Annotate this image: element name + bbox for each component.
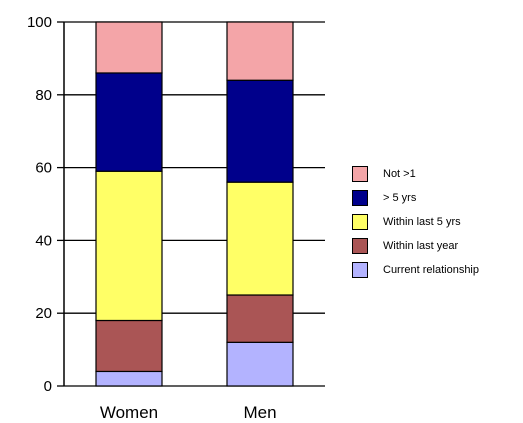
legend-swatch (352, 190, 368, 206)
legend-swatch (352, 262, 368, 278)
y-tick-label: 40 (35, 232, 52, 249)
bar-segment (95, 370, 163, 387)
legend-item: Within last 5 yrs (352, 210, 479, 234)
legend-swatch (352, 166, 368, 182)
legend-item: > 5 yrs (352, 186, 479, 210)
y-tick-label: 80 (35, 87, 52, 104)
y-tick-label: 60 (35, 160, 52, 177)
legend-swatch (352, 214, 368, 230)
legend-label: Current relationship (383, 264, 479, 276)
legend-label: > 5 yrs (383, 192, 417, 204)
x-category-label: Men (243, 403, 276, 422)
legend-item: Within last year (352, 234, 479, 258)
bar-segment (95, 72, 163, 172)
y-tick-label: 0 (44, 378, 52, 395)
legend-label: Within last year (383, 240, 459, 252)
bar-segment (95, 21, 163, 74)
legend-label: Not >1 (383, 168, 416, 180)
legend-label: Within last 5 yrs (383, 216, 461, 228)
legend-swatch (352, 238, 368, 254)
bar-segment (226, 294, 294, 343)
legend: Not >1 > 5 yrs Within last 5 yrs Within … (352, 162, 479, 282)
y-tick-label: 100 (27, 14, 52, 31)
bar-segment (226, 341, 294, 387)
y-tick-label: 20 (35, 305, 52, 322)
bar-segment (226, 21, 294, 81)
bar-segment (95, 319, 163, 373)
legend-item: Current relationship (352, 258, 479, 282)
bar-segment (95, 170, 163, 322)
bar-segment (226, 181, 294, 296)
legend-item: Not >1 (352, 162, 479, 186)
bar-segment (226, 79, 294, 183)
x-category-label: Women (100, 403, 158, 422)
